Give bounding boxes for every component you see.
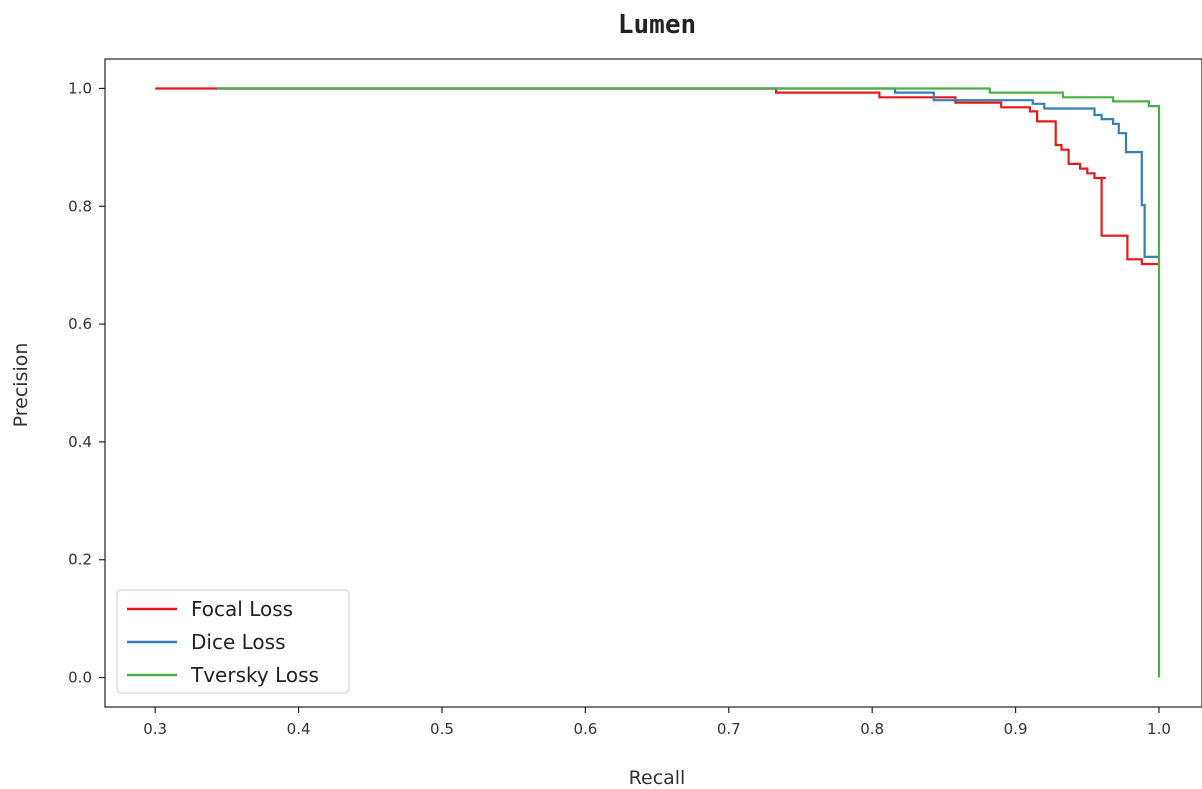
- series-lines: [155, 87, 1161, 678]
- x-tick-label: 0.5: [430, 720, 454, 738]
- y-tick-label: 0.8: [68, 197, 92, 215]
- legend-label-focal-loss: Focal Loss: [191, 597, 293, 621]
- x-tick-label: 0.7: [717, 720, 741, 738]
- y-tick-label: 0.0: [68, 669, 92, 687]
- x-tick-label: 0.6: [573, 720, 597, 738]
- y-tick-label: 0.2: [68, 551, 92, 569]
- chart-title: Lumen: [618, 10, 696, 40]
- x-tick-label: 0.9: [1004, 720, 1028, 738]
- y-axis-ticks: 0.0 0.2 0.4 0.6 0.8 1.0: [68, 79, 105, 687]
- y-tick-label: 0.6: [68, 315, 92, 333]
- x-axis-label: Recall: [629, 767, 686, 789]
- legend-box: [116, 589, 350, 694]
- legend: Focal Loss Dice Loss Tversky Loss: [116, 589, 350, 694]
- series-line-tversky-loss: [216, 87, 1161, 678]
- x-tick-label: 1.0: [1147, 720, 1171, 738]
- x-axis-ticks: 0.3 0.4 0.5 0.6 0.7 0.8 0.9 1.0: [143, 707, 1171, 738]
- legend-label-dice-loss: Dice Loss: [191, 630, 285, 654]
- y-tick-label: 0.4: [68, 433, 92, 451]
- legend-label-tversky-loss: Tversky Loss: [190, 663, 319, 687]
- x-tick-label: 0.8: [860, 720, 884, 738]
- plot-frame: [104, 58, 1202, 708]
- x-tick-label: 0.4: [287, 720, 311, 738]
- series-line-dice-loss: [216, 87, 1159, 258]
- series-line-focal-loss: [155, 87, 1159, 266]
- y-tick-label: 1.0: [68, 79, 92, 97]
- x-tick-label: 0.3: [143, 720, 167, 738]
- y-axis-label: Precision: [10, 343, 32, 428]
